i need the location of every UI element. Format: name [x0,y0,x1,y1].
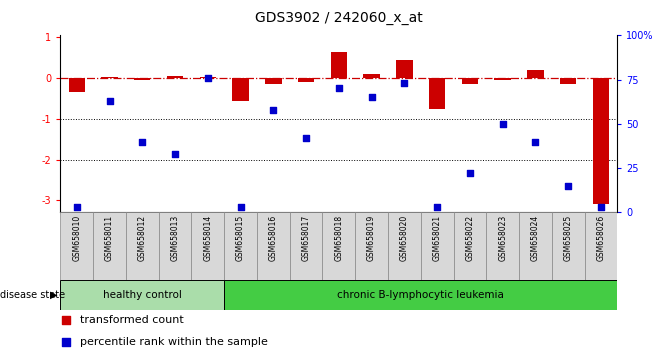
Text: transformed count: transformed count [80,315,184,325]
Bar [200,77,216,78]
Point [366,95,377,100]
Text: GSM658014: GSM658014 [203,215,212,261]
Bar [388,212,421,280]
Point [137,139,148,144]
Bar [495,78,511,80]
Bar [290,212,323,280]
Bar [396,60,413,78]
Point [399,80,410,86]
Bar [331,52,347,78]
Text: GDS3902 / 242060_x_at: GDS3902 / 242060_x_at [255,11,423,25]
Bar [60,280,224,310]
Text: GSM658022: GSM658022 [466,215,474,261]
Text: percentile rank within the sample: percentile rank within the sample [80,337,268,347]
Bar [158,212,191,280]
Point [71,204,82,210]
Point [268,107,278,113]
Text: disease state: disease state [0,290,65,300]
Point [530,139,541,144]
Bar [298,78,314,82]
Bar [60,212,93,280]
Text: GSM658024: GSM658024 [531,215,540,261]
Point [596,204,607,210]
Bar [224,212,257,280]
Point [236,204,246,210]
Text: GSM658013: GSM658013 [170,215,180,261]
Bar [429,78,446,109]
Text: GSM658018: GSM658018 [334,215,344,261]
Text: GSM658023: GSM658023 [498,215,507,261]
Bar [134,78,150,80]
Text: GSM658019: GSM658019 [367,215,376,261]
Bar [462,78,478,84]
Text: GSM658020: GSM658020 [400,215,409,261]
Bar [257,212,290,280]
Point [170,151,180,157]
Point [431,204,442,210]
Bar [191,212,224,280]
Bar [527,70,544,78]
Text: GSM658015: GSM658015 [236,215,245,261]
Text: GSM658010: GSM658010 [72,215,81,261]
Text: GSM658016: GSM658016 [269,215,278,261]
Text: GSM658017: GSM658017 [301,215,311,261]
Text: GSM658025: GSM658025 [564,215,572,261]
Text: healthy control: healthy control [103,290,182,300]
Point [497,121,508,127]
Point [104,98,115,104]
Text: chronic B-lymphocytic leukemia: chronic B-lymphocytic leukemia [338,290,504,300]
Bar [232,78,249,101]
Bar [126,212,158,280]
Text: GSM658011: GSM658011 [105,215,114,261]
Bar [421,212,454,280]
Point [60,318,71,323]
Text: GSM658012: GSM658012 [138,215,147,261]
Bar [167,76,183,78]
Point [301,135,311,141]
Bar [584,212,617,280]
Point [333,86,344,91]
Text: ▶: ▶ [50,290,57,300]
Point [60,339,71,344]
Bar [519,212,552,280]
Point [203,75,213,81]
Bar [355,212,388,280]
Text: GSM658021: GSM658021 [433,215,442,261]
Point [464,171,475,176]
Bar [364,74,380,78]
Point [563,183,574,189]
Bar [486,212,519,280]
Bar [93,212,126,280]
Bar [552,212,584,280]
Bar [265,78,282,84]
Bar [224,280,617,310]
Bar [454,212,486,280]
Bar [592,78,609,204]
Bar [101,77,117,78]
Bar [560,78,576,84]
Bar [323,212,355,280]
Bar [68,78,85,92]
Text: GSM658026: GSM658026 [597,215,605,261]
